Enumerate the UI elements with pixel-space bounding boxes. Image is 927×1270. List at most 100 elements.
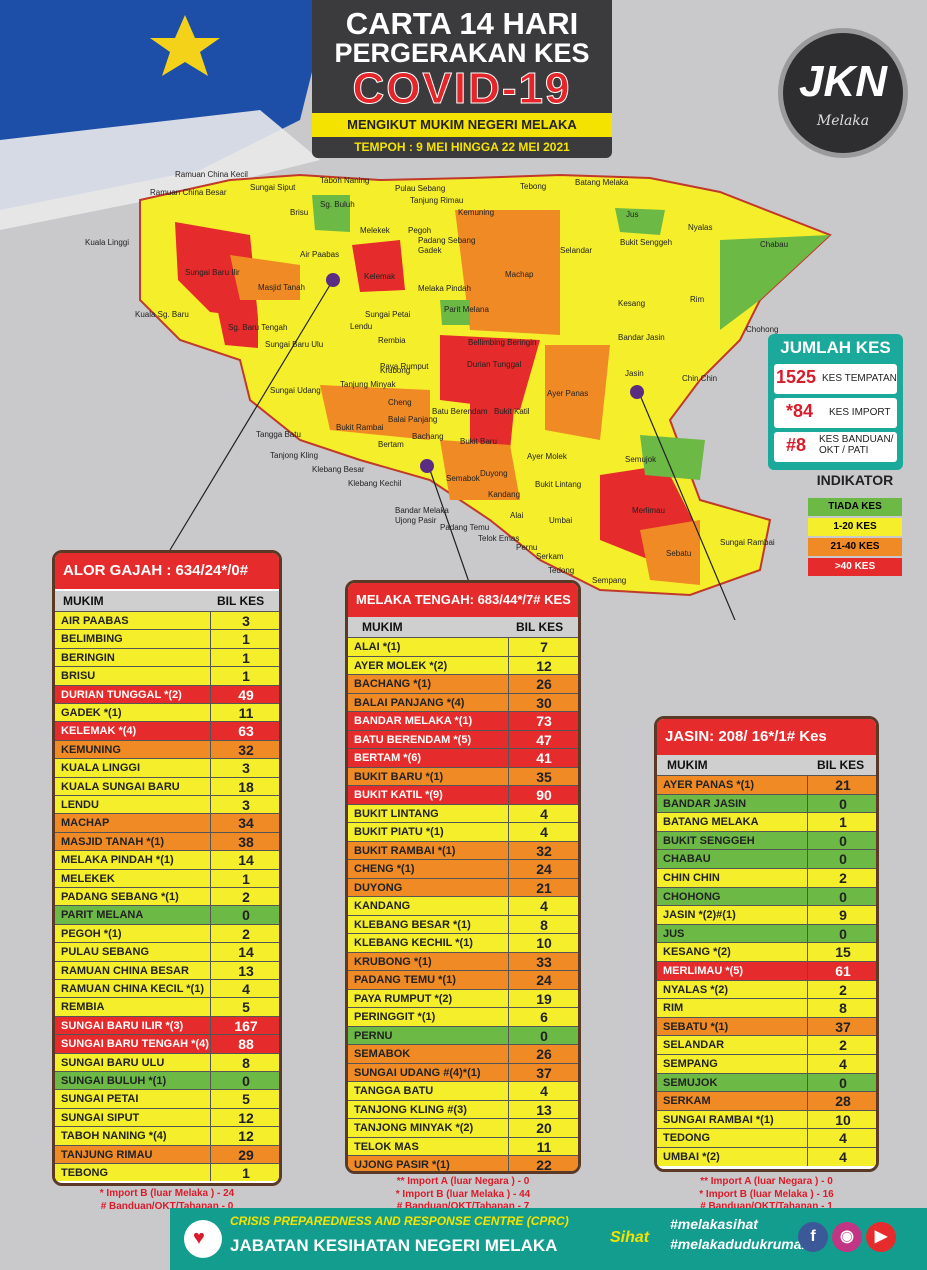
row-bil-kes: 0 <box>807 794 876 813</box>
row-mukim: CHIN CHIN <box>663 872 720 884</box>
row-mukim: MERLIMAU *(5) <box>663 965 744 977</box>
row-bil-kes: 1 <box>210 667 279 685</box>
map-label: Padang Sebang <box>418 236 476 245</box>
row-bil-kes: 1 <box>210 630 279 648</box>
map-label: Chohong <box>746 325 779 334</box>
row-bil-kes: 4 <box>508 823 578 841</box>
map-label: Batang Melaka <box>575 178 629 187</box>
row-bil-kes: 1 <box>210 1164 279 1182</box>
table-melaka-tengah-title: MELAKA TENGAH: 683/44*/7# KES <box>348 583 578 617</box>
table-alor-gajah: ALOR GAJAH : 634/24*/0# KES MUKIM BIL KE… <box>52 550 282 1186</box>
row-mukim: BANDAR JASIN <box>663 797 747 810</box>
alor-gajah-footnote-1: * Import B (luar Melaka ) - 24 <box>99 1188 235 1199</box>
table-row: MASJID TANAH *(1) 38 <box>55 831 279 851</box>
map-label: Durian Tunggal <box>467 360 522 369</box>
table-row: SUNGAI SIPUT 12 <box>55 1107 279 1127</box>
row-bil-kes: 4 <box>807 1148 876 1166</box>
table-row: SEMABOK 26 <box>348 1044 578 1063</box>
map-label: Sungai Udang <box>270 386 321 395</box>
table-row: AYER MOLEK *(2) 12 <box>348 655 578 674</box>
row-bil-kes: 49 <box>210 685 279 703</box>
map-label: Bukit Senggeh <box>620 238 673 247</box>
instagram-icon[interactable]: ◉ <box>832 1222 862 1252</box>
cprc-label: CRISIS PREPAREDNESS AND RESPONSE CENTRE … <box>230 1214 569 1228</box>
row-bil-kes: 28 <box>807 1092 876 1110</box>
col-bil: BIL KES <box>217 594 265 608</box>
map-label: Pegoh <box>408 226 432 235</box>
map-label: Machap <box>505 270 534 279</box>
youtube-icon[interactable]: ▶ <box>866 1222 896 1252</box>
row-mukim: SUNGAI PETAI <box>61 1093 139 1106</box>
row-mukim: PERNU <box>354 1029 393 1042</box>
facebook-icon[interactable]: f <box>798 1222 828 1252</box>
background-flag-map <box>0 0 832 620</box>
table-row: PADANG TEMU *(1) 24 <box>348 970 578 989</box>
row-mukim: SUNGAI RAMBAI *(1) <box>663 1113 774 1126</box>
row-mukim: PEGOH *(1) <box>61 927 122 940</box>
row-mukim: SELANDAR <box>663 1039 725 1052</box>
row-mukim: AYER PANAS *(1) <box>663 779 755 791</box>
map-label: Gadek <box>418 246 442 255</box>
title-covid: COVID-19 <box>352 64 572 114</box>
map-label: Sungai Baru Ilir <box>185 268 240 277</box>
row-bil-kes: 3 <box>210 796 279 814</box>
row-bil-kes: 33 <box>508 952 578 970</box>
row-bil-kes: 38 <box>210 832 279 851</box>
table-row: PERINGGIT *(1) 6 <box>348 1007 578 1026</box>
row-mukim: KLEBANG KECHIL *(1) <box>354 937 473 949</box>
row-bil-kes: 73 <box>508 712 578 730</box>
map-label: Umbai <box>549 516 573 525</box>
table-row: CHENG *(1) 24 <box>348 859 578 878</box>
col-mukim: MUKIM <box>63 594 104 608</box>
row-mukim: BUKIT LINTANG <box>354 807 439 820</box>
table-row: MERLIMAU *(5) 61 <box>657 961 876 980</box>
table-row: SUNGAI BULUH *(1) 0 <box>55 1071 279 1090</box>
table-row: BERINGIN 1 <box>55 647 279 667</box>
row-mukim: JUS <box>663 927 685 940</box>
table-row: RAMUAN CHINA BESAR 13 <box>55 960 279 979</box>
title-line-2: PERGERAKAN KES <box>334 38 590 68</box>
row-mukim: CHENG *(1) <box>354 863 415 875</box>
row-mukim: AIR PAABAS <box>61 615 129 627</box>
table-row: SEMPANG 4 <box>657 1054 876 1073</box>
row-bil-kes: 18 <box>210 777 279 795</box>
map-label: Paya Rumput <box>380 362 429 371</box>
star-icon <box>150 15 220 76</box>
row-bil-kes: 12 <box>210 1127 279 1145</box>
row-bil-kes: 0 <box>807 887 876 906</box>
row-mukim: MACHAP <box>61 817 110 830</box>
table-row: AYER PANAS *(1) 21 <box>657 775 876 794</box>
map-label: Ayer Molek <box>527 452 567 461</box>
map-label: Jasin <box>625 369 644 378</box>
jasin-footnote-3: # Banduan/OKT/Tahanan - 1 <box>700 1201 833 1212</box>
table-row: AIR PAABAS 3 <box>55 611 279 630</box>
table-melaka-tengah: MELAKA TENGAH: 683/44*/7# KES MUKIM BIL … <box>345 580 581 1174</box>
table-row: KUALA LINGGI 3 <box>55 758 279 777</box>
table-row: UMBAI *(2) 4 <box>657 1147 876 1166</box>
map-label: Parit Melana <box>444 305 489 314</box>
row-bil-kes: 4 <box>508 804 578 822</box>
map-label: Jus <box>626 210 639 219</box>
row-bil-kes: 4 <box>210 980 279 998</box>
moh-logo-icon: ♥ <box>184 1220 222 1258</box>
jasin-footnote-2: * Import B (luar Melaka ) - 16 <box>699 1189 834 1200</box>
row-bil-kes: 32 <box>210 740 279 759</box>
row-bil-kes: 12 <box>210 1108 279 1127</box>
map-label: Klebang Besar <box>312 465 365 474</box>
row-mukim: MASJID TANAH *(1) <box>61 835 165 848</box>
alor-gajah-footnote-2: # Banduan/OKT/Tahanan - 0 <box>100 1201 234 1212</box>
row-bil-kes: 13 <box>210 961 279 979</box>
row-mukim: SUNGAI UDANG #(4)*(1) <box>354 1066 481 1079</box>
map-label: Sg. Baru Tengah <box>228 323 288 332</box>
row-mukim: MELAKA PINDAH *(1) <box>61 854 174 867</box>
row-bil-kes: 1 <box>807 813 876 831</box>
row-bil-kes: 90 <box>508 786 578 804</box>
melaka-tengah-footnote-1: ** Import A (luar Negara ) - 0 <box>396 1176 530 1187</box>
summary-local: 1525 KES TEMPATAN <box>774 364 897 394</box>
table-row: BANDAR JASIN 0 <box>657 793 876 813</box>
row-bil-kes: 61 <box>807 962 876 980</box>
row-bil-kes: 0 <box>807 1073 876 1092</box>
map-label: Batu Berendam <box>432 407 488 416</box>
summary-prisoner-label: KES BANDUAN/ OKT / PATI <box>819 434 894 456</box>
jkn-logo: JKN Melaka <box>778 28 908 158</box>
